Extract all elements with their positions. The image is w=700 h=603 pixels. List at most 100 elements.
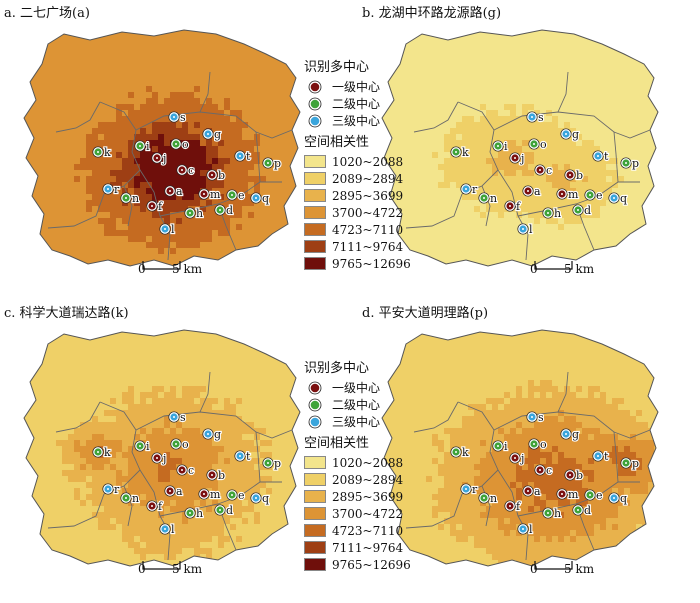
center-label: r [472,483,478,496]
center-g-marker: g [202,127,222,142]
center-e-marker: e [584,488,604,503]
map-panel-b: a b c f j mde h i k n o p g l q r s t [381,29,659,267]
center-label: b [218,169,225,182]
center-label: p [632,157,639,170]
legend-class-row: 9765~12696 [304,255,411,272]
center-t-marker: t [234,149,252,164]
city-outline [23,329,301,567]
legend-class-swatch [304,524,326,537]
center-label: s [538,111,544,124]
center-r-marker: r [102,482,121,497]
center-l-marker: l [517,522,534,537]
district-boundary [613,429,651,439]
center-p-marker: p [620,456,640,471]
center-label: q [620,192,627,205]
legend-class-list: 1020~2088 2089~2894 2895~3699 3700~4722 4723… [304,454,411,573]
legend-class-row: 9765~12696 [304,556,411,573]
level1-center-icon [304,80,326,93]
center-a-marker: a [164,484,184,499]
center-label: n [132,492,139,505]
map-panel-c: a b c f j mde h i k n o p g l q r s t [23,329,301,567]
district-boundary [199,71,211,113]
legend-class-row: 2895~3699 [304,488,411,505]
center-label: d [226,204,233,217]
center-g-marker: g [560,427,580,442]
center-l-marker: l [517,222,534,237]
district-boundary [405,193,463,229]
scale-zero: 0 [138,562,146,576]
map-panel-a: a b c f j mde h i k n o p g l q r s t [23,29,301,267]
legend-top: 识别多中心 一级中心 二级中心 三级中心 空间相关性 1020~2088 2089… [304,54,411,272]
center-label: n [490,192,497,205]
center-l-marker: l [159,522,176,537]
center-label: h [554,507,561,520]
center-label: j [161,452,166,465]
center-label: h [196,507,203,520]
center-d-marker: d [214,503,234,518]
center-e-marker: e [226,488,246,503]
center-label: e [596,189,603,202]
center-label: o [182,138,189,151]
center-q-marker: q [250,191,270,206]
center-label: d [226,504,233,517]
district-boundary [615,453,619,483]
center-r-marker: r [102,182,121,197]
legend-level2-label: 二级中心 [332,97,381,111]
center-label: p [632,457,639,470]
center-label: e [238,489,245,502]
center-label: m [210,488,221,501]
legend-class-label: 2089~2894 [332,171,404,186]
center-s-marker: s [168,410,187,425]
district-boundary [135,111,259,155]
scale-zero: 0 [530,562,538,576]
scale-zero: 0 [530,262,538,276]
panel-title: c. 科学大道瑞达路(k) [4,306,129,321]
center-f-marker: f [504,499,522,514]
district-boundary [615,153,619,183]
center-label: h [554,207,561,220]
center-p-marker: p [262,156,282,171]
legend-level2: 二级中心 [304,95,411,112]
center-j-marker: j [509,451,526,466]
center-m-marker: m [556,187,580,202]
center-m-marker: m [556,487,580,502]
center-label: o [182,438,189,451]
center-label: m [210,188,221,201]
district-boundary [55,101,101,133]
legend-class-row: 7111~9764 [304,238,411,255]
district-boundary [413,401,459,433]
center-label: b [576,469,583,482]
center-a-marker: a [522,184,542,199]
center-i-marker: i [492,439,509,454]
center-t-marker: t [592,449,610,464]
center-l-marker: l [159,222,176,237]
center-label: i [504,140,508,153]
center-label: e [238,189,245,202]
center-label: l [171,223,175,236]
center-p-marker: p [262,456,282,471]
center-c-marker: c [534,463,553,478]
center-label: k [462,146,469,159]
district-boundary [135,411,259,455]
center-label: e [596,489,603,502]
district-boundary [493,411,617,455]
legend-class-label: 3700~4722 [332,205,404,220]
legend-class-label: 7111~9764 [332,540,404,555]
center-label: q [620,492,627,505]
center-label: t [604,150,609,163]
legend-class-swatch [304,507,326,520]
raster-layer [24,330,300,566]
district-boundary [405,493,463,529]
city-outline [381,329,659,567]
legend-class-swatch [304,456,326,469]
center-b-marker: b [564,168,584,183]
center-j-marker: j [509,151,526,166]
center-h-marker: h [542,206,562,221]
center-label: q [262,492,269,505]
level3-center-icon [304,415,326,428]
legend-level3-label: 三级中心 [332,114,381,128]
legend-class-row: 2895~3699 [304,187,411,204]
legend-level3: 三级中心 [304,413,411,430]
center-o-marker: o [528,437,548,452]
legend-class-row: 2089~2894 [304,471,411,488]
